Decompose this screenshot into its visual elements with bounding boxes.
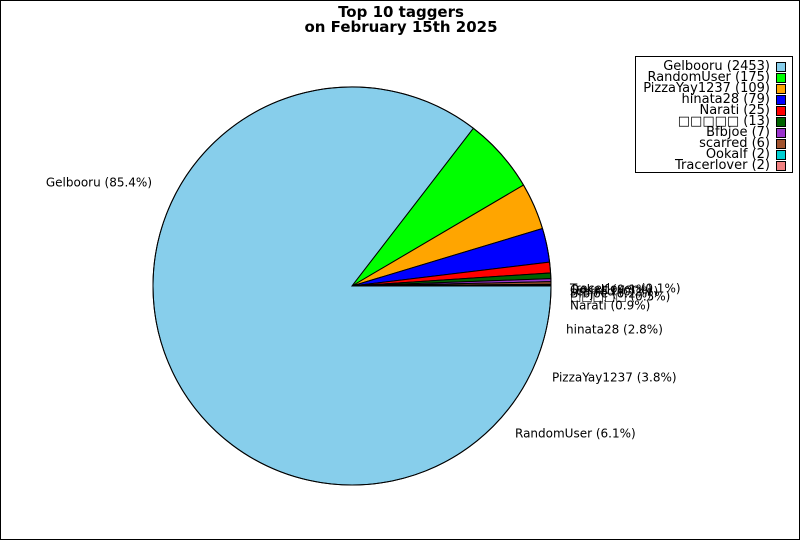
legend-entry: PizzaYay1237 (109) <box>643 81 786 96</box>
pie-label: RandomUser (6.1%) <box>515 427 636 441</box>
legend-label: Narati (25) <box>699 103 770 118</box>
legend-entry: hinata28 (79) <box>681 92 786 107</box>
legend-entry: Bfbjoe (7) <box>706 125 786 140</box>
legend-entry: Tracerlover (2) <box>675 158 786 173</box>
legend-entry: RandomUser (175) <box>647 70 786 85</box>
pie-label: scarred (0.2%) <box>570 285 658 299</box>
legend-label: Bfbjoe (7) <box>706 125 770 140</box>
chart-legend: Gelbooru (2453) RandomUser (175) PizzaYay1… <box>635 56 793 173</box>
pie-outline <box>152 86 552 486</box>
pie-label: PizzaYay1237 (3.8%) <box>552 371 677 385</box>
legend-swatch <box>776 105 786 116</box>
pie-label: Ookalf (0.1%) <box>570 283 652 297</box>
chart-title-line-1: Top 10 taggers <box>338 3 464 21</box>
legend-label: PizzaYay1237 (109) <box>643 81 770 96</box>
legend-swatch <box>776 116 786 127</box>
legend-label: RandomUser (175) <box>647 70 770 85</box>
legend-entry: Narati (25) <box>699 103 786 118</box>
pie-label: hinata28 (2.8%) <box>566 323 663 337</box>
legend-label: hinata28 (79) <box>681 92 770 107</box>
legend-swatch <box>776 127 786 138</box>
legend-label: scarred (6) <box>699 136 770 151</box>
legend-label: Ookalf (2) <box>705 147 770 162</box>
pie-label: Tracerlover (0.1%) <box>569 282 681 296</box>
pie-label: Narati (0.9%) <box>570 299 650 313</box>
legend-label: Tracerlover (2) <box>675 158 770 173</box>
legend-swatch <box>776 138 786 149</box>
legend-entry: □□□□□ (13) <box>677 114 786 129</box>
legend-entry: Ookalf (2) <box>705 147 786 162</box>
pie-label: Bfbjoe (0.2%) <box>570 287 652 301</box>
legend-entry: Gelbooru (2453) <box>663 59 786 74</box>
legend-label: □□□□□ (13) <box>677 114 770 129</box>
legend-swatch <box>776 149 786 160</box>
legend-swatch <box>776 160 786 171</box>
legend-swatch <box>776 94 786 105</box>
legend-swatch <box>776 72 786 83</box>
legend-entry: scarred (6) <box>699 136 786 151</box>
legend-label: Gelbooru (2453) <box>663 59 770 74</box>
chart-title-line-2: on February 15th 2025 <box>304 18 498 36</box>
pie-label: □□□□□ (0.5%) <box>570 290 670 304</box>
pie-label: Gelbooru (85.4%) <box>46 176 152 190</box>
legend-swatch <box>776 61 786 72</box>
legend-swatch <box>776 83 786 94</box>
